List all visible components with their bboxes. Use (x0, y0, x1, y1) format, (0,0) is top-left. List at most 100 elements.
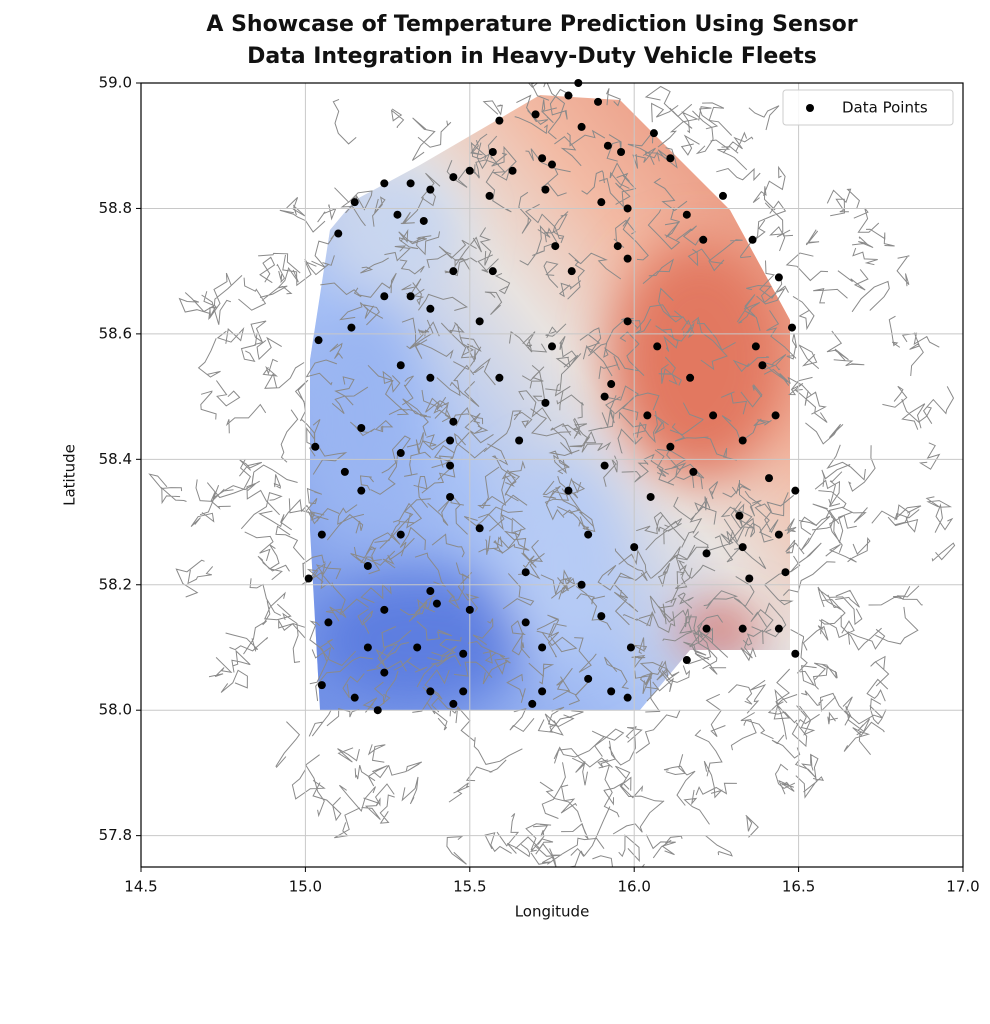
data-point (548, 342, 556, 351)
data-point (521, 618, 530, 627)
data-point (649, 129, 658, 138)
data-point (623, 693, 632, 702)
chart-title: Data Integration in Heavy-Duty Vehicle F… (247, 44, 817, 69)
data-point (363, 643, 372, 652)
data-point (426, 304, 435, 313)
y-tick-label: 58.8 (99, 199, 132, 217)
x-tick-label: 14.5 (124, 878, 157, 896)
legend: Data Points (782, 89, 954, 126)
data-point (702, 549, 711, 558)
data-point (567, 267, 576, 276)
data-point (666, 154, 675, 163)
legend-swatch (806, 104, 814, 112)
data-point (426, 687, 435, 696)
x-axis-label: Longitude (515, 903, 590, 921)
data-point (357, 423, 366, 432)
data-point (771, 411, 780, 420)
x-tick-label: 17.0 (946, 878, 979, 896)
plot-frame (140, 82, 964, 868)
data-point (334, 229, 343, 238)
title-line: Data Integration in Heavy-Duty Vehicle F… (247, 44, 817, 69)
data-point (311, 442, 320, 451)
chart-title: A Showcase of Temperature Prediction Usi… (206, 12, 857, 37)
data-point (745, 574, 754, 583)
data-point (541, 398, 550, 407)
data-point (426, 587, 435, 596)
x-tick-label: 15.5 (453, 878, 486, 896)
data-point (373, 706, 382, 715)
data-point (446, 492, 455, 501)
data-point (630, 543, 639, 552)
data-point (495, 373, 504, 382)
data-point (682, 210, 691, 219)
legend-label: Data Points (842, 99, 928, 117)
data-point (765, 474, 774, 483)
data-point (623, 317, 632, 326)
data-point (666, 442, 675, 451)
data-point (350, 198, 359, 207)
data-point (432, 599, 441, 608)
data-point (735, 511, 744, 520)
data-point (380, 179, 389, 188)
data-point (758, 361, 767, 370)
data-point (488, 267, 497, 276)
data-point (643, 411, 652, 420)
data-point (465, 166, 474, 175)
data-point (617, 147, 626, 156)
data-point (626, 643, 635, 652)
y-axis-label: Latitude (61, 444, 79, 506)
data-point (413, 643, 422, 652)
data-point (584, 530, 593, 539)
data-point (538, 154, 547, 163)
data-point (515, 436, 524, 445)
temperature-contour (310, 95, 790, 710)
data-point (396, 449, 405, 458)
data-point (538, 687, 547, 696)
data-point (340, 467, 349, 476)
data-point (380, 668, 389, 677)
data-point (686, 373, 695, 382)
data-point (738, 624, 747, 633)
data-point (774, 624, 783, 633)
data-point (426, 185, 435, 194)
data-point (623, 254, 632, 263)
data-point (689, 467, 698, 476)
data-point (304, 574, 313, 583)
data-point (475, 317, 484, 326)
data-point (751, 342, 760, 351)
data-point (594, 97, 603, 106)
data-point (488, 147, 497, 156)
data-point (774, 273, 783, 282)
data-point (584, 674, 593, 683)
data-point (791, 649, 800, 658)
data-point (324, 618, 333, 627)
road-network (148, 83, 956, 867)
data-point (682, 656, 691, 665)
data-point (350, 693, 359, 702)
data-point (548, 160, 556, 169)
y-tick-label: 58.2 (99, 575, 132, 593)
x-tick-label: 16.0 (617, 878, 650, 896)
data-point (347, 323, 356, 332)
data-point (446, 436, 455, 445)
data-point (419, 216, 428, 225)
data-point (314, 336, 323, 345)
data-point (317, 681, 326, 690)
y-tick-label: 58.6 (99, 324, 132, 342)
data-point (702, 624, 711, 633)
data-point (521, 568, 530, 577)
data-point (426, 373, 435, 382)
data-point (528, 699, 537, 708)
data-point (577, 580, 586, 589)
data-point (459, 687, 468, 696)
data-point (446, 461, 455, 470)
data-point (475, 524, 484, 533)
data-point (551, 242, 560, 251)
data-point (363, 561, 372, 570)
data-point (600, 461, 609, 470)
data-point (449, 699, 458, 708)
data-point (623, 204, 632, 213)
data-point (653, 342, 662, 351)
data-point (396, 530, 405, 539)
